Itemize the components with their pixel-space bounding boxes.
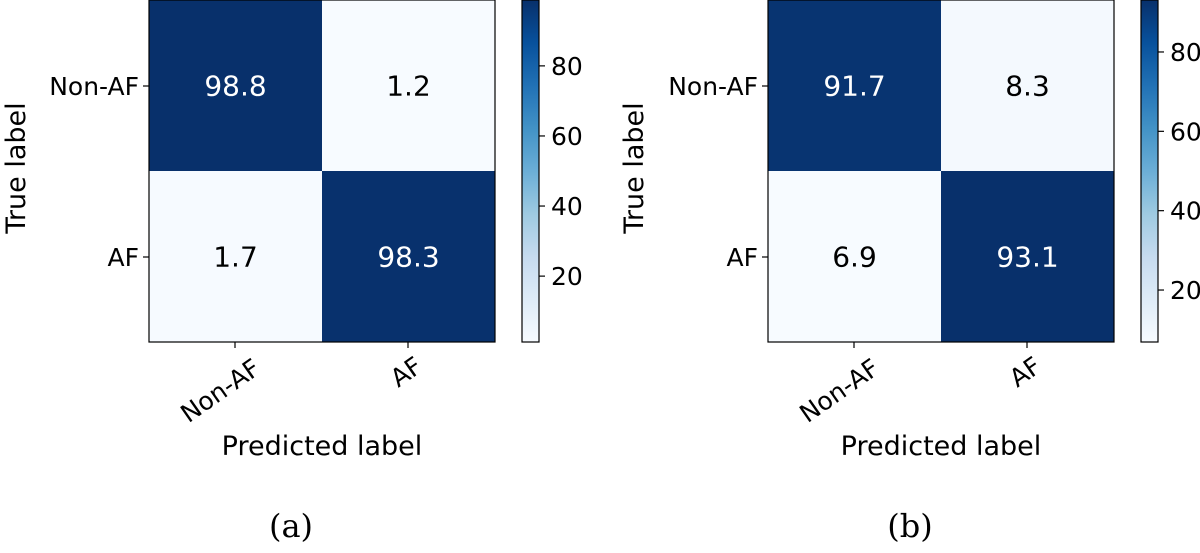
colorbar-ticks-a: 20 40 60 80 (539, 52, 583, 291)
y-axis-label: True label (619, 102, 650, 234)
cell-value-label: 1.2 (386, 70, 431, 103)
x-tick-label: AF (385, 351, 427, 393)
colorbar-tick-label: 20 (551, 262, 583, 291)
colorbar-ticks-b: 20 40 60 80 (1158, 38, 1200, 305)
heatmap-cell (768, 0, 941, 171)
heatmap-cell (322, 0, 495, 171)
heatmap-cell (768, 171, 941, 342)
heatmap-cells-b: 91.7 8.3 6.9 93.1 (768, 0, 1114, 342)
heatmap-cell (941, 171, 1114, 342)
x-tick-label: Non-AF (175, 353, 265, 428)
colorbar-tick-label: 60 (1170, 117, 1200, 146)
plot-frame-a (148, 0, 496, 343)
cell-value-label: 91.7 (823, 70, 885, 103)
colorbar-tick-label: 20 (1170, 276, 1200, 305)
heatmap-cell (149, 0, 322, 171)
heatmap-cell (149, 171, 322, 342)
cell-value-label: 1.7 (213, 241, 258, 274)
heatmap-cell (941, 0, 1114, 171)
cell-value-label: 98.3 (377, 241, 439, 274)
colorbar-a (522, 0, 539, 342)
colorbar-tick-label: 80 (551, 52, 583, 81)
panel-caption: (a) (269, 507, 313, 545)
y-tick-label: Non-AF (49, 72, 139, 101)
cell-value-label: 93.1 (996, 241, 1058, 274)
heatmap-cell (322, 171, 495, 342)
cell-value-label: 6.9 (832, 241, 877, 274)
x-axis-label: Predicted label (841, 431, 1042, 462)
colorbar-tick-label: 40 (551, 192, 583, 221)
x-tick-label: AF (1004, 351, 1046, 393)
colorbar-tick-label: 40 (1170, 197, 1200, 226)
y-tick-label: AF (108, 243, 139, 272)
colorbar-frame-b (1140, 0, 1159, 343)
x-axis-label: Predicted label (222, 431, 423, 462)
y-tick-label: Non-AF (668, 72, 758, 101)
panel-b: 91.7 8.3 6.9 93.1 Non-AF AF Non-AF AF Predi… (619, 0, 1200, 545)
cell-value-label: 8.3 (1005, 70, 1050, 103)
colorbar-frame-a (521, 0, 540, 343)
x-tick-label: Non-AF (794, 353, 884, 428)
colorbar-tick-label: 60 (551, 122, 583, 151)
panel-a: 98.8 1.2 1.7 98.3 Non-AF AF Non-AF AF Predi… (1, 0, 583, 545)
y-tick-label: AF (727, 243, 758, 272)
colorbar-tick-label: 80 (1170, 38, 1200, 67)
colorbar-b (1141, 0, 1158, 342)
heatmap-cells-a: 98.8 1.2 1.7 98.3 (149, 0, 495, 342)
plot-frame-b (767, 0, 1115, 343)
cell-value-label: 98.8 (204, 70, 266, 103)
y-axis-label: True label (1, 102, 32, 234)
panel-caption: (b) (887, 507, 932, 545)
